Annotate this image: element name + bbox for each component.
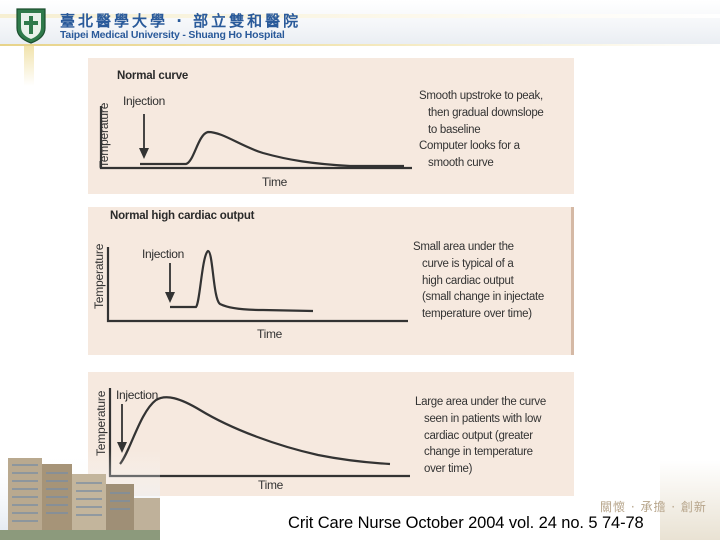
- panel-2-title: Normal high cardiac output: [110, 210, 255, 222]
- panel-1-title: Normal curve: [117, 70, 189, 82]
- normal-curve-trace: [140, 130, 404, 168]
- panel-1-x-axis-label: Time: [262, 175, 288, 189]
- panel-2-description-line: Small area under the: [413, 241, 514, 253]
- panel-2-injection-label: Injection: [142, 247, 184, 261]
- citation: Crit Care Nurse October 2004 vol. 24 no.…: [288, 514, 644, 532]
- panel-high-cardiac-output: Normal high cardiac output Injection Tem…: [88, 207, 574, 355]
- panel-1-description-line: to baseline: [428, 123, 481, 136]
- high-output-axes: [106, 247, 408, 323]
- panel-3-x-axis-label: Time: [258, 478, 284, 492]
- panel-2-description-line: temperature over time): [422, 308, 532, 321]
- panel-3-description-line: over time): [424, 463, 473, 476]
- panel-1-description-line: then gradual downslope: [428, 106, 544, 119]
- panel-low-cardiac-output: Injection Temperature Time Large area un…: [88, 372, 574, 496]
- panel-3-description-line: cardiac output (greater: [424, 429, 533, 442]
- normal-curve-axes: [99, 106, 412, 170]
- panel-1-description-line: Smooth upstroke to peak,: [419, 90, 543, 102]
- header-band: [0, 0, 720, 46]
- panel-2-description: Small area under the curve is typical of…: [413, 239, 544, 323]
- panel-3-y-axis-label: Temperature: [94, 390, 108, 456]
- hospital-motto: 關懷 · 承擔 · 創新: [600, 500, 707, 514]
- panel-2-x-axis-label: Time: [257, 327, 283, 341]
- panel-3-description-line: Large area under the curve: [415, 396, 546, 408]
- header-stripe: [0, 14, 720, 18]
- low-output-injection-arrowhead: [117, 442, 127, 453]
- high-output-trace: [170, 249, 314, 313]
- high-output-injection-arrowhead: [165, 292, 175, 303]
- panel-1-description-line: smooth curve: [428, 157, 494, 170]
- low-output-trace: [119, 396, 391, 466]
- panel-3-description: Large area under the curve seen in patie…: [415, 394, 546, 478]
- panel-1-injection-label: Injection: [123, 94, 165, 108]
- panel-3-description-line: change in temperature: [424, 446, 533, 459]
- normal-curve-injection-arrowhead: [139, 148, 149, 159]
- header-rule: [0, 44, 720, 46]
- university-logo-icon: [16, 8, 46, 44]
- panel-1-description: Smooth upstroke to peak, then gradual do…: [419, 88, 544, 172]
- panel-normal-curve: Normal curve Injection Temperature Time …: [88, 58, 574, 194]
- panel-1-description-line: Computer looks for a: [419, 140, 520, 153]
- panel-2-y-axis-label: Temperature: [92, 243, 106, 309]
- panel-3-injection-label: Injection: [116, 388, 158, 402]
- university-name-english: Taipei Medical University - Shuang Ho Ho…: [60, 29, 285, 41]
- panel-1-y-axis-label: Temperature: [97, 102, 111, 168]
- high-output-graph: [106, 247, 408, 323]
- hospital-building-image: [0, 450, 160, 540]
- panel-2-description-line: high cardiac output: [422, 274, 514, 287]
- panel-2-description-line: curve is typical of a: [422, 257, 514, 270]
- panel-2-description-line: (small change in injectate: [422, 291, 544, 304]
- university-name-chinese: 臺北醫學大學 · 部立雙和醫院: [60, 12, 302, 30]
- panel-3-description-line: seen in patients with low: [424, 412, 542, 425]
- normal-curve-graph: [99, 106, 412, 170]
- left-accent-bar: [24, 46, 34, 86]
- footer-right-fade: [660, 460, 720, 540]
